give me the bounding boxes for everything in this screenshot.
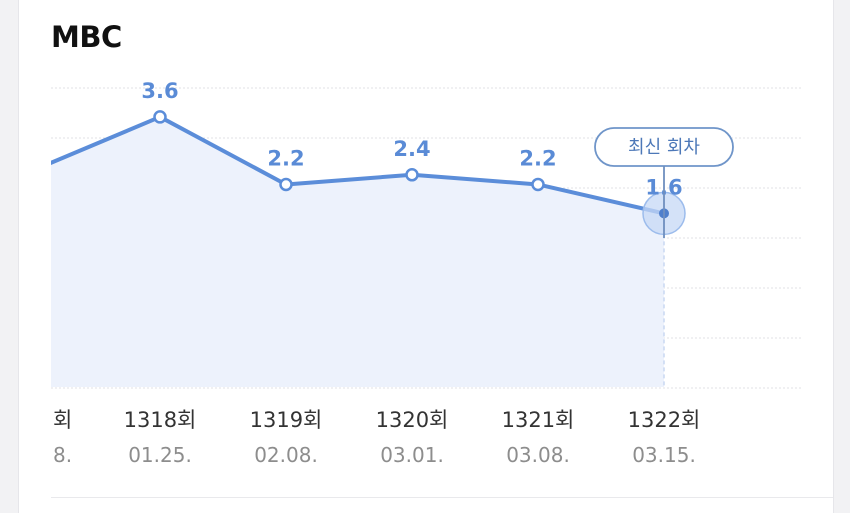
x-tick-date: 03.08. — [506, 443, 570, 467]
data-labels: 3.62.2 2.4 2.21.6 — [141, 79, 682, 199]
x-tick-date: 8. — [53, 443, 72, 467]
data-point — [153, 110, 167, 124]
data-label: 3.6 — [141, 79, 178, 103]
x-tick-episode: 1321회 — [502, 408, 575, 432]
card-divider — [51, 497, 833, 498]
x-tick-date: 02.08. — [254, 443, 318, 467]
data-label: 2.2 — [267, 146, 304, 170]
data-label: 2.4 — [393, 137, 430, 161]
data-point — [531, 177, 545, 192]
x-tick-date: 03.15. — [632, 443, 696, 467]
series-area — [51, 116, 664, 387]
rating-chart: 3.62.2 2.4 2.21.6 회8.1318회01.25.1319회02.08… — [29, 79, 803, 467]
data-label: 2.2 — [519, 146, 556, 170]
x-axis-ticks: 회 8. 1318회 01.25. 1319회 02.08. 1320회 03.01. 1321… — [53, 408, 700, 467]
latest-callout-label: 최신 회차 — [628, 137, 700, 158]
data-point — [279, 177, 293, 192]
x-tick-episode: 1319회 — [250, 408, 323, 432]
data-point — [29, 164, 40, 175]
chart-card: MBC 3.6 2.2 2.4 2.2 1.6 회 8. 1318회 01.25. 1319회 0… — [18, 0, 834, 513]
latest-episode-callout: 최신 회차 — [594, 127, 734, 238]
x-tick-episode: 1320회 — [376, 408, 449, 432]
data-point — [405, 168, 419, 182]
x-tick-episode: 1322회 — [628, 408, 701, 432]
card-title: MBC — [51, 20, 122, 54]
series-line — [51, 114, 665, 216]
x-tick-episode: 1318회 — [124, 408, 197, 432]
x-tick-episode: 회 — [53, 408, 72, 432]
x-tick-date: 01.25. — [128, 443, 192, 467]
x-tick-date: 03.01. — [380, 443, 444, 467]
